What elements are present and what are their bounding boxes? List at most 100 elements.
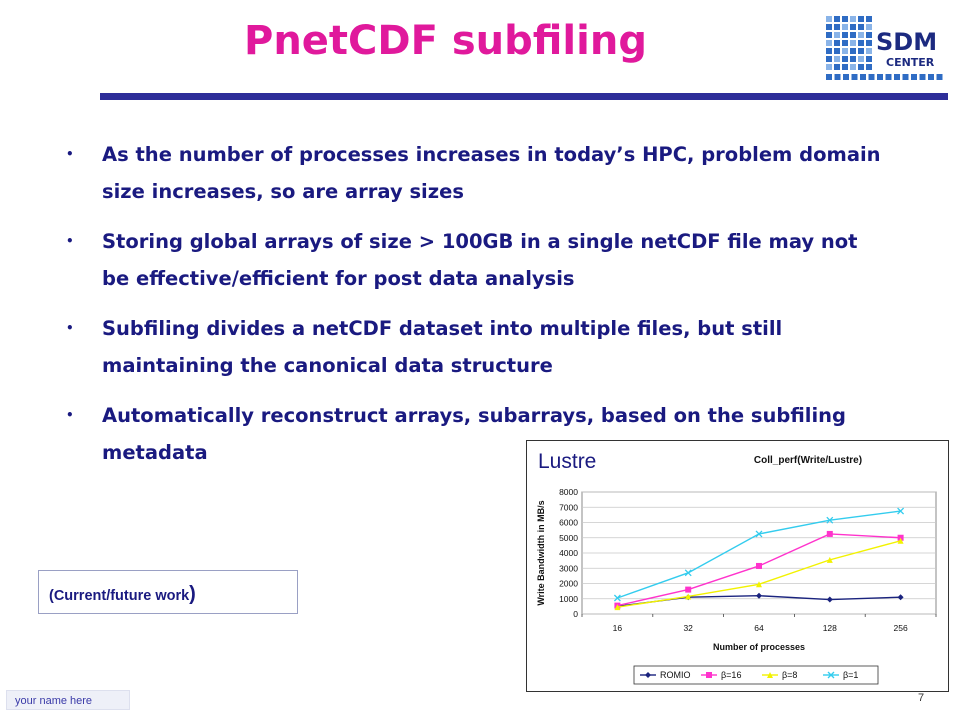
x-tick-label: 64: [754, 623, 764, 633]
series-2-point: [826, 530, 833, 537]
logo-grid-cell: [834, 40, 840, 46]
series-3-group: [614, 537, 904, 611]
bullet-text: Storing global arrays of size > 100GB in…: [102, 230, 858, 290]
logo-grid-cell: [842, 16, 848, 22]
series-3-point: [685, 593, 692, 600]
logo-grid-cell: [860, 74, 866, 80]
series-4-point: [755, 530, 763, 538]
x-tick-label: 32: [683, 623, 693, 633]
sdm-center-logo: SDM CENTER: [826, 16, 943, 80]
logo-grid-cell: [834, 24, 840, 30]
bullet-item: • As the number of processes increases in…: [60, 136, 890, 210]
logo-grid-cell: [911, 74, 917, 80]
logo-grid-cell: [851, 74, 858, 80]
logo-grid-cell: [842, 48, 848, 54]
y-tick-label: 7000: [559, 502, 578, 512]
legend-label: β=16: [721, 670, 741, 680]
logo-grid-cell: [834, 32, 840, 38]
future-work-box: (Current/future work): [38, 570, 298, 614]
logo-grid-pattern: [826, 16, 943, 80]
series-4-point: [897, 507, 905, 515]
logo-grid-cell: [834, 16, 840, 22]
logo-grid-cell: [928, 74, 934, 80]
legend-label: β=8: [782, 670, 797, 680]
logo-grid-cell: [842, 24, 848, 30]
legend-swatch-marker: [706, 672, 712, 678]
legend-box: [633, 665, 879, 685]
future-work-paren: ): [189, 583, 196, 605]
y-tick-label: 6000: [559, 518, 578, 528]
bullet-text: As the number of processes increases in …: [102, 143, 881, 203]
legend-label: ROMIO: [660, 670, 691, 680]
bullet-item: • Subfiling divides a netCDF dataset into…: [60, 310, 890, 384]
page-number: 7: [918, 692, 925, 704]
logo-grid-cell: [850, 24, 856, 30]
bullet-list: • As the number of processes increases in…: [60, 136, 890, 484]
x-tick-label: 128: [823, 623, 837, 633]
series-2-point: [685, 586, 692, 593]
footer-presenter-name: your name here: [6, 690, 130, 710]
series-1-point: [756, 592, 762, 599]
legend-label: β=1: [843, 670, 858, 680]
logo-grid-cell: [866, 56, 872, 62]
logo-grid-cell: [826, 16, 832, 22]
bullet-text: Subfiling divides a netCDF dataset into …: [102, 317, 783, 377]
slide-title: PnetCDF subfiling: [244, 18, 647, 64]
logo-grid-cell: [826, 64, 832, 70]
y-tick-label: 8000: [559, 487, 578, 497]
y-tick-label: 5000: [559, 533, 578, 543]
legend-entry: β=8: [762, 670, 797, 680]
logo-grid-cell: [858, 48, 864, 54]
bullet-item: • Storing global arrays of size > 100GB i…: [60, 223, 890, 297]
logo-grid-cell: [842, 32, 848, 38]
logo-grid-cell: [843, 74, 849, 80]
legend-swatch-marker: [827, 671, 835, 679]
logo-grid-cell: [850, 16, 856, 22]
logo-grid-cell: [866, 32, 872, 38]
logo-grid-cell: [826, 24, 832, 30]
bullet-text: Automatically reconstruct arrays, subarr…: [102, 404, 847, 464]
logo-grid-cell: [850, 40, 856, 46]
logo-grid-cell: [902, 74, 909, 80]
x-tick-label: 256: [894, 623, 908, 633]
logo-grid-cell: [826, 32, 832, 38]
series-2-point: [897, 534, 904, 541]
logo-grid-cell: [834, 56, 840, 62]
future-work-label: (Current/future work: [49, 588, 190, 604]
logo-grid-cell: [834, 64, 840, 70]
series-3-point: [826, 556, 833, 563]
logo-grid-cell: [858, 24, 864, 30]
y-tick-label: 2000: [559, 579, 578, 589]
logo-grid-cell: [850, 64, 856, 70]
bullet-item: • Automatically reconstruct arrays, subar…: [60, 397, 890, 471]
logo-grid-cell: [866, 64, 872, 70]
series-4-point: [684, 569, 692, 577]
logo-grid-cell: [868, 74, 875, 80]
lustre-label: Lustre: [538, 450, 597, 473]
series-4-group: [613, 507, 905, 602]
logo-grid-cell: [842, 40, 848, 46]
logo-grid-cell: [842, 56, 848, 62]
logo-grid-cell: [866, 40, 872, 46]
logo-grid-cell: [885, 74, 892, 80]
x-tick-label: 16: [613, 623, 623, 633]
logo-grid-cell: [850, 32, 856, 38]
y-tick-label: 0: [573, 609, 578, 619]
series-1-point: [897, 594, 904, 601]
legend-entry: ROMIO: [640, 670, 691, 680]
logo-grid-cell: [858, 40, 864, 46]
y-axis-label: Write Bandwidth in MB/s: [536, 500, 546, 605]
logo-text-bottom: CENTER: [886, 56, 935, 69]
series-3-point: [756, 581, 762, 588]
series-4-point: [613, 594, 621, 602]
logo-grid-cell: [919, 74, 926, 80]
logo-grid-cell: [826, 74, 832, 80]
logo-grid-cell: [826, 56, 832, 62]
logo-grid-cell: [850, 48, 856, 54]
logo-grid-cell: [858, 56, 864, 62]
logo-grid-cell: [858, 32, 864, 38]
bullet-dot-icon: •: [66, 408, 74, 422]
logo-grid-cell: [877, 74, 883, 80]
write-bandwidth-chart: Coll_perf(Write/Lustre) 0 1000 2000 3000 4000…: [536, 455, 937, 685]
logo-grid-cell: [866, 24, 872, 30]
